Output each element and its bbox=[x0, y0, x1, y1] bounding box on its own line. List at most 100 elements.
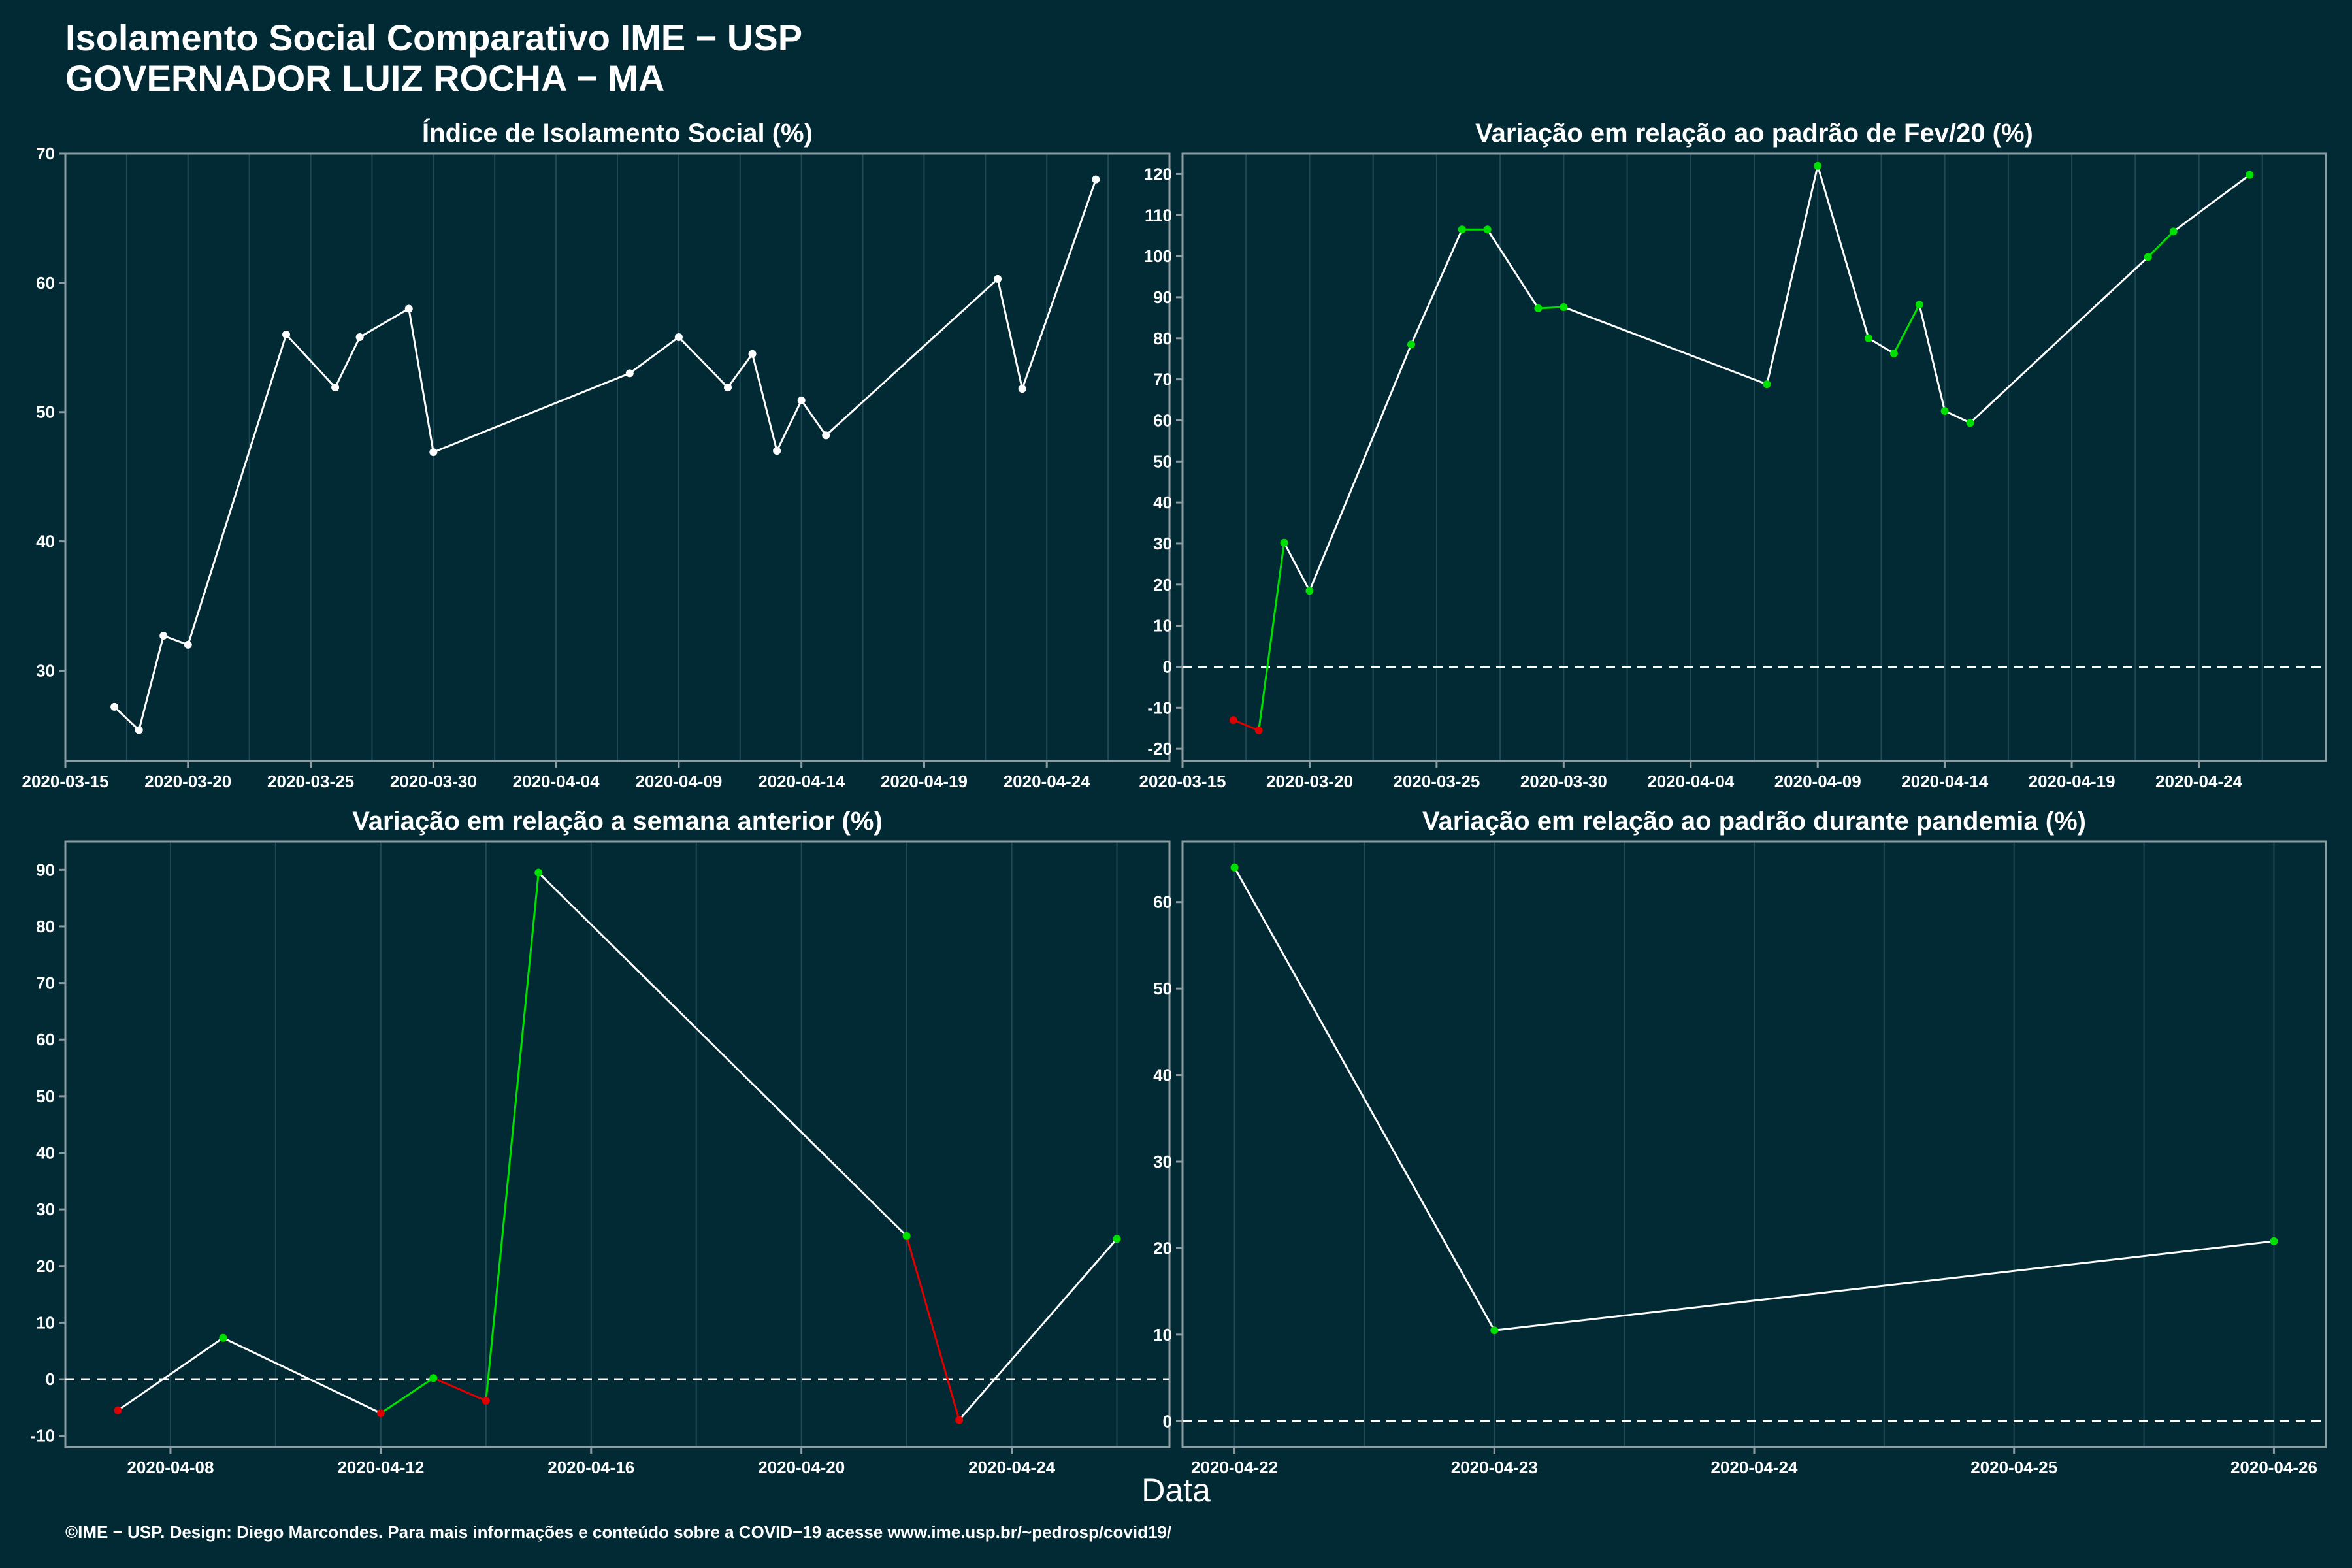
y-tick-label: 70 bbox=[36, 973, 55, 993]
data-point bbox=[1254, 726, 1263, 734]
series-segment bbox=[1283, 542, 1311, 591]
data-point bbox=[355, 333, 364, 341]
y-tick-label: 40 bbox=[36, 1143, 55, 1162]
data-point bbox=[1865, 334, 1872, 342]
data-point bbox=[1814, 161, 1822, 170]
data-point bbox=[1458, 225, 1466, 234]
data-point bbox=[1915, 301, 1923, 309]
series-segment bbox=[1494, 1240, 2274, 1331]
series-segment bbox=[1021, 179, 1097, 389]
x-tick-label: 2020-04-14 bbox=[758, 772, 845, 791]
data-point bbox=[902, 1232, 911, 1240]
y-tick-label: -10 bbox=[1147, 698, 1172, 717]
y-tick-label: 30 bbox=[36, 661, 55, 680]
y-tick-label: -20 bbox=[1147, 739, 1172, 759]
y-tick-label: 100 bbox=[1144, 246, 1172, 266]
panel-frame bbox=[64, 840, 1171, 1448]
data-point bbox=[135, 726, 143, 734]
data-point bbox=[822, 431, 830, 440]
series-segment bbox=[1233, 719, 1260, 732]
series-segment bbox=[538, 872, 907, 1237]
panel-frame bbox=[64, 152, 1171, 762]
series-segment bbox=[906, 1235, 960, 1420]
y-tick-label: 60 bbox=[1153, 410, 1172, 430]
x-tick-label: 2020-03-30 bbox=[390, 772, 477, 791]
panel-title: Variação em relação ao padrão durante pa… bbox=[1422, 807, 2086, 836]
data-point bbox=[724, 384, 732, 392]
series-segment bbox=[2147, 231, 2174, 258]
y-tick-label: 60 bbox=[36, 1030, 55, 1049]
series-segment bbox=[1893, 304, 1921, 354]
x-tick-label: 2020-04-24 bbox=[968, 1458, 1056, 1477]
y-tick-label: 90 bbox=[36, 860, 55, 879]
data-point bbox=[282, 331, 290, 339]
data-point bbox=[184, 640, 192, 649]
series-segment bbox=[1969, 256, 2149, 424]
data-point bbox=[2169, 227, 2178, 236]
y-tick-label: 80 bbox=[1153, 329, 1172, 348]
series-segment bbox=[138, 635, 165, 730]
series-segment bbox=[1538, 306, 1564, 310]
series-segment bbox=[1944, 410, 1971, 424]
x-tick-label: 2020-04-20 bbox=[758, 1458, 845, 1477]
panel-title: Variação em relação a semana anterior (%… bbox=[352, 807, 883, 836]
series-segment bbox=[1868, 337, 1895, 355]
data-point bbox=[2144, 253, 2152, 261]
data-point bbox=[773, 447, 781, 455]
data-point bbox=[1229, 716, 1237, 725]
series-segment bbox=[751, 353, 778, 451]
y-tick-label: 0 bbox=[46, 1369, 55, 1389]
series-segment bbox=[678, 336, 729, 389]
panel-frame bbox=[1181, 152, 2327, 762]
x-tick-label: 2020-04-19 bbox=[2029, 772, 2115, 791]
data-point bbox=[1113, 1235, 1121, 1243]
x-tick-label: 2020-03-25 bbox=[267, 772, 354, 791]
data-point bbox=[748, 350, 757, 358]
y-tick-label: 20 bbox=[1153, 1238, 1172, 1258]
data-point bbox=[1230, 863, 1239, 872]
x-tick-label: 2020-04-25 bbox=[1970, 1458, 2057, 1477]
data-point bbox=[482, 1396, 490, 1405]
data-point bbox=[1490, 1326, 1499, 1335]
series-segment bbox=[1486, 229, 1539, 309]
y-tick-label: 0 bbox=[1163, 657, 1172, 676]
data-point bbox=[110, 702, 119, 711]
footer-credit: ©IME − USP. Design: Diego Marcondes. Par… bbox=[65, 1522, 1172, 1542]
y-tick-label: 30 bbox=[1153, 1152, 1172, 1171]
chart-panel-3: Variação em relação a semana anterior (%… bbox=[30, 807, 1171, 1477]
y-tick-label: 10 bbox=[1153, 616, 1172, 636]
x-tick-label: 2020-04-09 bbox=[635, 772, 722, 791]
y-tick-label: 20 bbox=[1153, 575, 1172, 595]
y-tick-label: 40 bbox=[1153, 1066, 1172, 1085]
y-tick-label: 30 bbox=[1153, 534, 1172, 553]
series-segment bbox=[163, 634, 189, 646]
data-point bbox=[1763, 380, 1771, 389]
series-segment bbox=[285, 334, 336, 389]
y-tick-label: 90 bbox=[1153, 287, 1172, 307]
y-tick-label: 60 bbox=[36, 273, 55, 293]
series-segment bbox=[1258, 542, 1286, 731]
x-tick-label: 2020-04-16 bbox=[547, 1458, 634, 1477]
series-segment bbox=[1233, 866, 1495, 1331]
x-tick-label: 2020-04-23 bbox=[1451, 1458, 1538, 1477]
x-tick-label: 2020-04-24 bbox=[1004, 772, 1091, 791]
data-point bbox=[219, 1333, 227, 1342]
series-segment bbox=[958, 1238, 1118, 1421]
series-segment bbox=[2172, 174, 2251, 233]
data-point bbox=[376, 1409, 385, 1418]
data-point bbox=[1534, 304, 1543, 312]
data-point bbox=[429, 1374, 438, 1382]
panel-title: Variação em relação ao padrão de Fev/20 … bbox=[1475, 119, 2033, 148]
x-tick-label: 2020-04-04 bbox=[1647, 772, 1735, 791]
data-point bbox=[1483, 225, 1492, 234]
data-point bbox=[994, 274, 1002, 283]
series-segment bbox=[222, 1337, 382, 1414]
series-segment bbox=[1309, 344, 1413, 591]
series-segment bbox=[1816, 165, 1870, 339]
y-tick-label: 40 bbox=[1153, 493, 1172, 512]
y-tick-label: 80 bbox=[36, 917, 55, 936]
x-tick-label: 2020-04-04 bbox=[513, 772, 600, 791]
series-segment bbox=[996, 278, 1024, 389]
x-tick-label: 2020-04-08 bbox=[127, 1458, 214, 1477]
